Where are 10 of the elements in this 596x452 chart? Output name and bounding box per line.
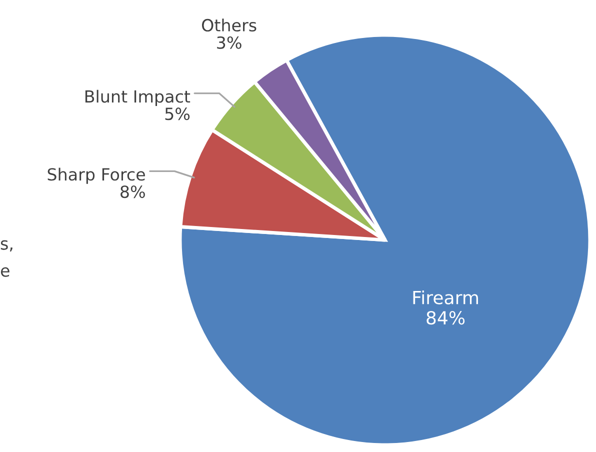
slice-label: Firearm: [413, 290, 478, 304]
data-label: 3%: [217, 36, 242, 49]
slice-label: Others: [202, 18, 256, 32]
data-label: 8%: [120, 185, 145, 198]
slice-label: Blunt Impact: [85, 90, 190, 106]
text: e: [0, 267, 10, 277]
slice-label: Sharp Force: [48, 168, 145, 184]
data-label: 5%: [165, 108, 190, 120]
text: s,: [0, 240, 12, 252]
data-label: 84%: [426, 310, 465, 325]
